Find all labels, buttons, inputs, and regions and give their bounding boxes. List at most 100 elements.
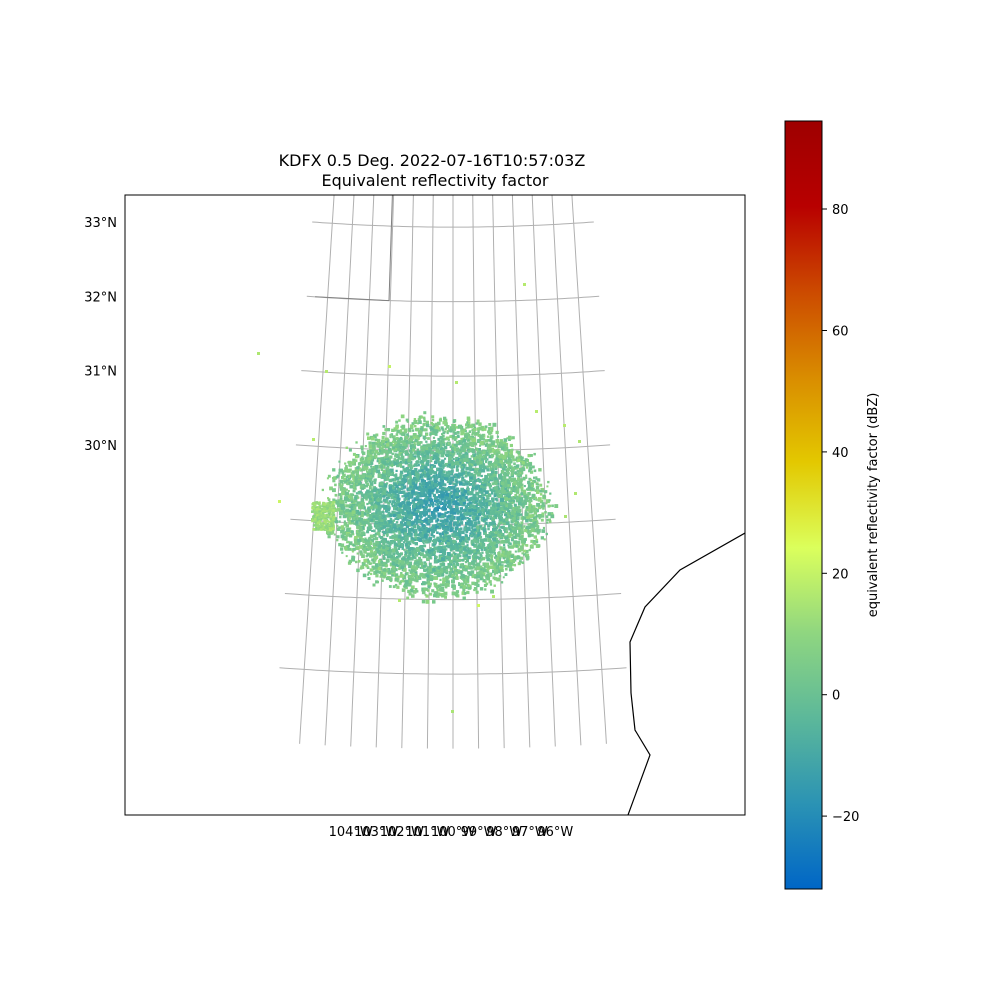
radar-gate: [503, 501, 506, 505]
radar-echoes: [257, 283, 581, 713]
radar-gate: [366, 530, 370, 534]
radar-gate: [467, 423, 471, 427]
radar-gate: [336, 539, 339, 542]
radar-gate: [420, 469, 424, 472]
radar-gate: [340, 543, 345, 548]
radar-gate: [429, 547, 432, 550]
radar-gate: [429, 570, 434, 574]
radar-gate: [412, 501, 416, 505]
radar-gate: [395, 473, 398, 476]
radar-gate: [534, 489, 538, 492]
radar-gate: [496, 524, 500, 528]
radar-gate: [345, 488, 348, 491]
radar-gate: [433, 474, 436, 478]
radar-gate: [494, 556, 497, 559]
radar-gate: [388, 462, 392, 465]
radar-gate: [490, 511, 494, 516]
radar-gate: [461, 567, 466, 572]
radar-gate: [464, 454, 469, 459]
radar-gate: [453, 521, 457, 526]
radar-gate: [471, 428, 474, 431]
radar-gate: [440, 514, 445, 519]
radar-gate: [455, 492, 459, 497]
radar-gate: [398, 476, 402, 480]
radar-gate: [356, 568, 360, 573]
radar-gate: [444, 419, 448, 423]
parallel: [279, 667, 627, 675]
radar-gate: [497, 564, 500, 567]
radar-gate: [456, 431, 460, 434]
radar-gate: [390, 562, 394, 566]
radar-gate: [500, 511, 503, 514]
radar-gate: [410, 577, 414, 581]
radar-gate: [513, 563, 517, 567]
radar-gate: [389, 455, 393, 459]
radar-gate: [449, 540, 453, 544]
radar-gate: [496, 435, 499, 438]
radar-gate: [476, 427, 480, 431]
radar-gate: [465, 426, 468, 429]
radar-gate: [450, 478, 453, 481]
radar-gate: [456, 452, 459, 455]
radar-gate: [466, 442, 471, 446]
radar-gate: [376, 580, 379, 584]
radar-gate: [520, 516, 524, 520]
radar-gate: [403, 431, 406, 434]
radar-gate: [446, 442, 449, 446]
radar-gate: [393, 461, 398, 466]
radar-gate: [439, 568, 442, 572]
radar-gate: [495, 455, 498, 458]
radar-gate: [488, 486, 491, 489]
radar-gate: [346, 533, 351, 537]
radar-gate: [401, 536, 406, 540]
radar-gate: [525, 519, 529, 523]
radar-gate: [392, 478, 397, 482]
radar-gate: [515, 450, 519, 454]
radar-gate: [455, 474, 460, 478]
radar-gate: [381, 439, 386, 443]
radar-gate: [349, 493, 353, 497]
radar-gate: [505, 514, 510, 518]
radar-gate: [410, 585, 415, 590]
radar-gate: [446, 515, 450, 519]
radar-gate: [435, 491, 439, 494]
radar-gate: [438, 500, 442, 505]
radar-gate: [449, 549, 453, 552]
radar-gate: [455, 497, 459, 500]
radar-gate: [401, 510, 404, 513]
radar-gate: [496, 440, 500, 444]
radar-gate: [429, 519, 433, 522]
radar-gate: [415, 579, 419, 583]
radar-gate: [423, 561, 427, 565]
radar-gate: [454, 490, 458, 494]
radar-gate: [481, 540, 485, 544]
radar-gate: [419, 574, 422, 577]
radar-gate: [423, 417, 426, 420]
radar-gate: [353, 522, 356, 525]
radar-gate: [468, 430, 472, 433]
radar-gate: [462, 500, 466, 505]
radar-gate: [411, 528, 414, 531]
radar-gate: [465, 507, 470, 511]
radar-gate: [455, 590, 460, 594]
radar-gate: [463, 489, 468, 494]
radar-gate: [413, 574, 417, 578]
radar-gate: [399, 573, 404, 578]
radar-gate: [517, 450, 521, 454]
radar-gate: [533, 476, 536, 479]
radar-gate: [362, 512, 367, 516]
radar-gate: [423, 529, 427, 533]
radar-gate: [346, 528, 351, 532]
radar-gate: [351, 482, 354, 485]
radar-gate: [343, 487, 346, 490]
radar-gate: [478, 499, 481, 503]
radar-gate: [508, 435, 512, 440]
radar-gate: [456, 521, 459, 525]
radar-gate: [496, 493, 501, 498]
radar-gate: [385, 561, 388, 565]
radar-gate: [443, 591, 448, 596]
radar-gate: [432, 509, 436, 513]
radar-gate: [462, 445, 467, 450]
radar-gate: [379, 567, 383, 570]
radar-gate: [409, 556, 414, 561]
